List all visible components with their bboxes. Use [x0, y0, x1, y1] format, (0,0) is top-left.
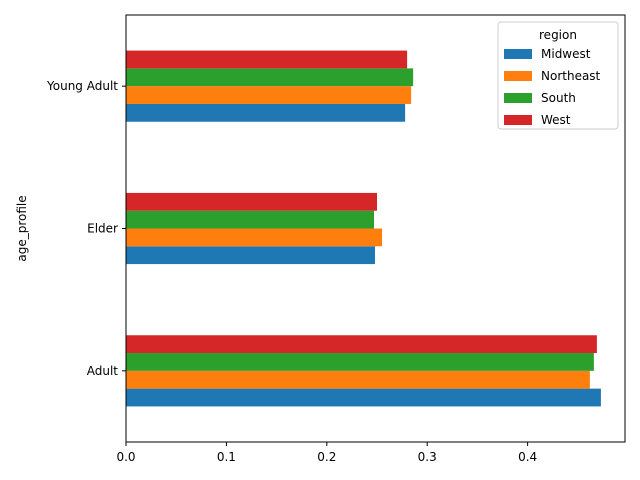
x-tick-label: 0.1	[217, 450, 236, 464]
bar-elder-midwest	[126, 246, 375, 265]
bar-young-adult-northeast	[126, 86, 412, 104]
x-tick-label: 0.2	[317, 450, 336, 464]
x-tick-label: 0.0	[116, 450, 135, 464]
axes-frame	[125, 14, 626, 443]
legend-label-northeast: Northeast	[541, 69, 601, 83]
legend-swatch-northeast	[504, 71, 532, 81]
bar-young-adult-west	[126, 50, 408, 69]
legend-items: Midwest Northeast South West	[504, 47, 601, 127]
y-tick-label-elder: Elder	[87, 222, 118, 236]
x-tick-label: 0.4	[518, 450, 537, 464]
legend-swatch-south	[504, 93, 532, 103]
bar-adult-midwest	[126, 388, 601, 407]
bar-adult-northeast	[126, 370, 590, 389]
legend-title: region	[539, 28, 577, 42]
bar-elder-south	[126, 210, 374, 229]
legend-swatch-west	[504, 115, 532, 125]
bars-layer	[126, 50, 601, 407]
bar-adult-west	[126, 335, 597, 354]
legend: region Midwest Northeast South West	[497, 21, 619, 130]
bar-young-adult-south	[126, 68, 414, 87]
bar-young-adult-midwest	[126, 103, 406, 122]
tick-layer: 0.0 0.1 0.2 0.3 0.4 Adult Elder Young Adult	[46, 79, 537, 464]
legend-label-west: West	[541, 113, 571, 127]
legend-label-midwest: Midwest	[541, 47, 591, 61]
bar-adult-south	[126, 353, 594, 371]
y-tick-label-adult: Adult	[87, 364, 119, 378]
bar-elder-west	[126, 192, 378, 211]
y-tick-label-young-adult: Young Adult	[46, 79, 118, 93]
x-tick-label: 0.3	[418, 450, 437, 464]
y-axis-label: age_profile	[15, 195, 29, 261]
legend-label-south: South	[541, 91, 576, 105]
legend-swatch-midwest	[504, 49, 532, 59]
bar-elder-northeast	[126, 228, 383, 247]
